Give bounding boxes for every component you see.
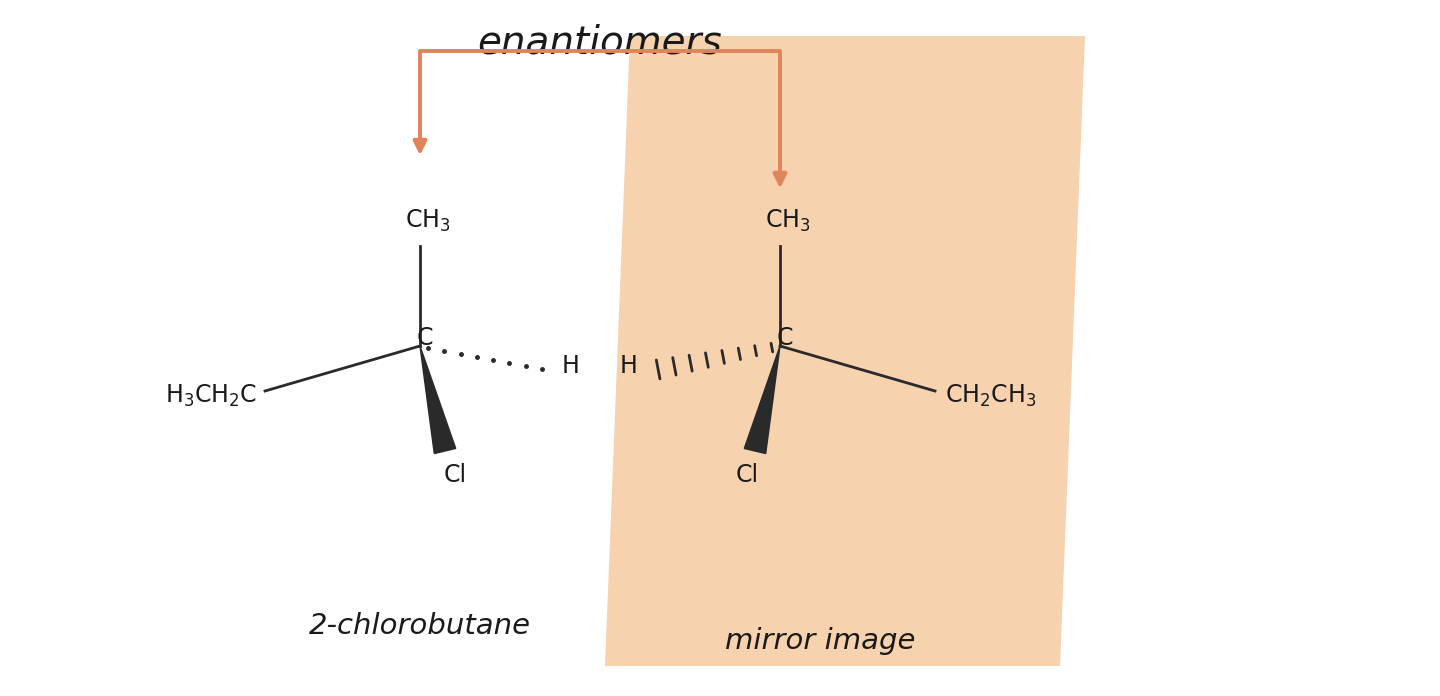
Text: H$_3$CH$_2$C: H$_3$CH$_2$C xyxy=(164,383,256,409)
Text: CH$_2$CH$_3$: CH$_2$CH$_3$ xyxy=(945,383,1037,409)
Text: C: C xyxy=(776,326,793,350)
Text: C: C xyxy=(416,326,433,350)
Text: H: H xyxy=(621,354,638,378)
Polygon shape xyxy=(420,346,455,454)
Polygon shape xyxy=(605,36,1084,666)
Text: CH$_3$: CH$_3$ xyxy=(765,208,811,234)
Text: enantiomers: enantiomers xyxy=(478,24,723,62)
Polygon shape xyxy=(744,346,780,454)
Text: 2-chlorobutane: 2-chlorobutane xyxy=(310,612,531,640)
Text: Cl: Cl xyxy=(736,463,759,487)
Text: Cl: Cl xyxy=(444,463,467,487)
Text: CH$_3$: CH$_3$ xyxy=(405,208,451,234)
Text: H: H xyxy=(562,354,580,378)
Text: mirror image: mirror image xyxy=(724,627,916,655)
